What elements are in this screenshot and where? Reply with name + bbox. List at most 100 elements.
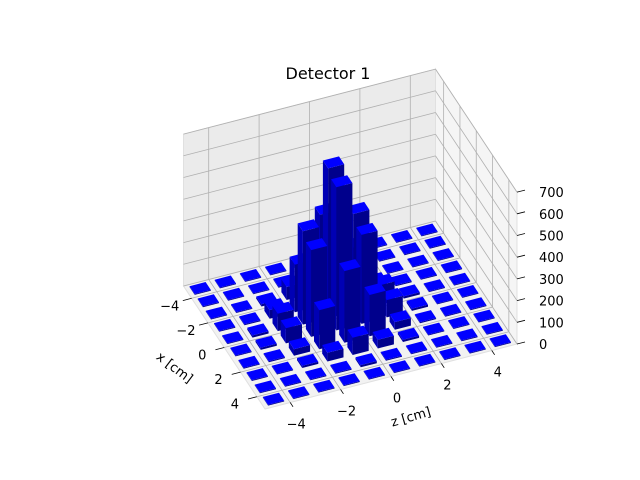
bar-face xyxy=(189,286,195,295)
bar-top xyxy=(297,219,319,232)
grid-line xyxy=(183,177,436,243)
bar-face xyxy=(437,299,454,305)
bar xyxy=(265,262,287,276)
bar xyxy=(389,310,411,330)
bar xyxy=(489,334,511,348)
bar-face xyxy=(489,338,495,348)
bar-face xyxy=(457,289,463,298)
bar-face xyxy=(440,264,446,274)
bar-face xyxy=(244,320,261,326)
bar-top xyxy=(380,347,402,360)
bar-top xyxy=(263,349,285,362)
bar-face xyxy=(389,314,395,330)
bar-face xyxy=(338,377,344,387)
bar-face xyxy=(331,179,337,331)
bar-face xyxy=(478,317,495,323)
bar-face xyxy=(481,326,487,335)
bar-face xyxy=(239,273,246,282)
bar xyxy=(214,318,236,332)
bar-face xyxy=(273,278,279,288)
bar-face xyxy=(423,283,429,293)
bar-face xyxy=(419,361,436,367)
bar-top xyxy=(230,343,252,356)
bar-top xyxy=(338,373,360,386)
bar-top xyxy=(356,222,378,235)
bar-top xyxy=(423,279,445,292)
x-tick-label: 2 xyxy=(214,373,222,388)
bar-face xyxy=(369,290,386,337)
bar xyxy=(432,248,454,261)
count-tick xyxy=(516,341,526,345)
bar-top xyxy=(431,291,454,304)
bar-face xyxy=(265,266,271,276)
bar-face xyxy=(246,372,252,381)
bar-top xyxy=(347,325,369,338)
bar-face xyxy=(302,361,319,368)
grid-line xyxy=(183,155,436,222)
bar-top xyxy=(423,322,445,335)
bar-face xyxy=(245,276,262,282)
grid-line xyxy=(435,199,518,323)
bar-face xyxy=(423,326,429,336)
bar-face xyxy=(235,351,252,357)
bar xyxy=(407,254,429,268)
bar xyxy=(222,331,244,345)
bar-face xyxy=(439,351,445,361)
bar xyxy=(339,259,361,343)
grid-line xyxy=(435,90,518,215)
z-tick xyxy=(491,350,495,356)
bar-face xyxy=(305,242,312,337)
bar xyxy=(440,260,463,274)
bar-top xyxy=(374,248,396,261)
bar-face xyxy=(277,369,294,375)
bar-top xyxy=(322,156,345,169)
bar xyxy=(338,373,360,387)
bar-face xyxy=(411,304,428,311)
bar-top xyxy=(406,296,428,309)
count-tick-label: 500 xyxy=(539,230,564,245)
bar-face xyxy=(285,324,302,344)
bar-face xyxy=(432,252,438,261)
bar-face xyxy=(335,368,352,374)
bar-face xyxy=(428,330,445,336)
bar-face xyxy=(253,289,270,295)
bar-face xyxy=(343,381,360,387)
bar-face xyxy=(219,283,236,289)
bar-top xyxy=(416,223,438,236)
bar-face xyxy=(305,371,311,381)
bar-face xyxy=(360,361,377,368)
bar xyxy=(440,303,462,317)
x-tick-label: −2 xyxy=(176,324,195,339)
bar-top xyxy=(448,316,470,329)
z-tick xyxy=(289,402,294,408)
bar xyxy=(399,242,421,256)
bar-face xyxy=(440,308,446,317)
bar-face xyxy=(270,270,287,276)
bar-face xyxy=(289,256,295,313)
bar-top xyxy=(415,266,437,279)
bar-top xyxy=(414,353,436,366)
bar-face xyxy=(294,345,311,356)
bar xyxy=(406,296,428,311)
bar-face xyxy=(231,304,237,313)
bar xyxy=(262,392,285,406)
z-tick xyxy=(390,376,395,382)
bar-face xyxy=(431,339,437,348)
count-tick-label: 0 xyxy=(539,338,547,353)
bar xyxy=(279,373,302,387)
bar xyxy=(364,283,386,337)
count-tick xyxy=(516,189,526,193)
bar-face xyxy=(268,400,285,406)
count-tick-label: 300 xyxy=(539,273,564,288)
z-tick xyxy=(441,363,445,369)
bar-face xyxy=(255,339,261,350)
bar-face xyxy=(263,353,269,363)
bar-face xyxy=(394,368,411,374)
x-tick xyxy=(231,371,241,375)
bar xyxy=(481,321,503,335)
bar-face xyxy=(222,292,229,301)
bar-top xyxy=(305,367,327,380)
bar xyxy=(314,298,336,350)
bar xyxy=(248,281,270,295)
z-tick-label: −2 xyxy=(337,405,356,420)
